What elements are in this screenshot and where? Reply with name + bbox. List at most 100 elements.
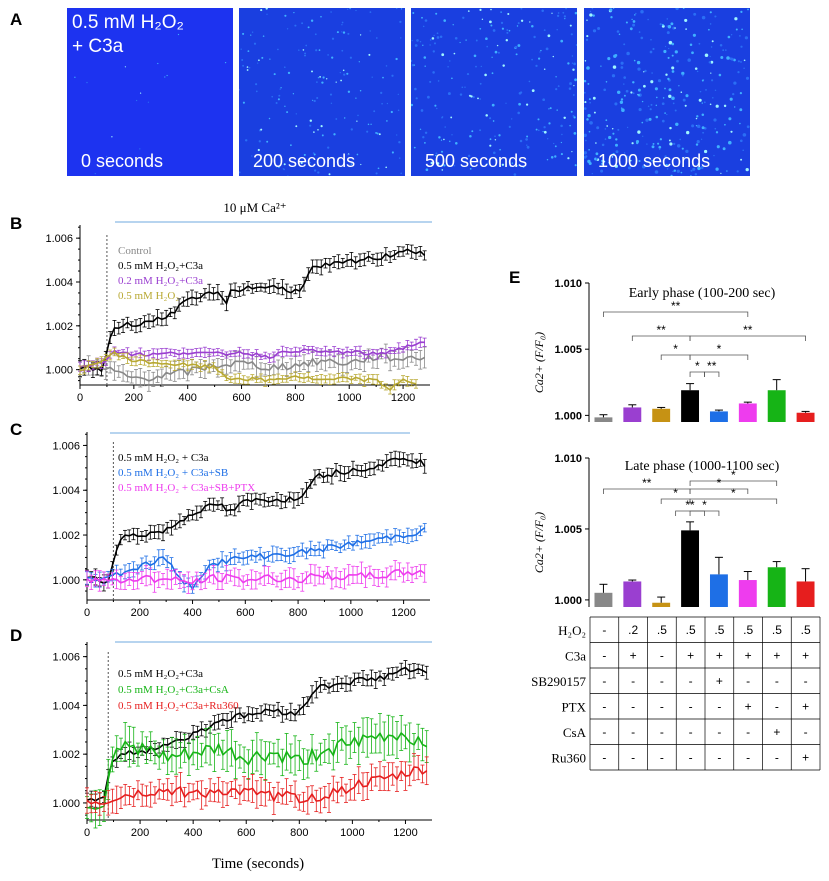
fluorescence-spot: [341, 31, 343, 33]
fluorescence-spot: [436, 107, 438, 110]
fluorescence-spot: [550, 156, 554, 159]
fluorescence-spot: [702, 131, 705, 134]
significance-label: **: [743, 323, 753, 337]
fluorescence-spot: [700, 166, 704, 170]
fluorescence-spot: [626, 126, 629, 129]
fluorescence-spot: [415, 97, 418, 100]
fluorescence-spot: [586, 19, 588, 21]
fluorescence-spot: [309, 119, 313, 122]
fluorescence-spot: [682, 8, 685, 10]
fluorescence-spot: [712, 96, 714, 99]
table-cell: -: [717, 700, 721, 714]
fluorescence-spot: [294, 24, 297, 27]
fluorescence-spot: [241, 59, 244, 61]
fluorescence-spot: [400, 37, 402, 39]
fluorescence-spot: [557, 85, 560, 88]
fluorescence-spot: [475, 65, 477, 68]
fluorescence-spot: [514, 45, 518, 49]
fluorescence-spot: [612, 65, 617, 69]
fluorescence-spot: [739, 91, 743, 95]
fluorescence-spot: [453, 165, 456, 167]
fluorescence-spot: [400, 172, 402, 175]
fluorescence-spot: [326, 78, 328, 80]
fluorescence-spot: [494, 158, 498, 162]
table-cell: +: [716, 674, 723, 688]
fluorescence-spot: [326, 165, 328, 168]
fluorescence-spot: [315, 49, 318, 52]
fluorescence-spot: [336, 31, 339, 34]
fluorescence-spot: [328, 173, 331, 176]
table-cell: -: [602, 700, 606, 714]
y-tick-label: 1.004: [45, 277, 73, 289]
table-cell: -: [746, 725, 750, 739]
table-row-label: C3a: [565, 649, 586, 664]
y-tick-label: 1.000: [52, 798, 80, 810]
y-tick-label: 1.010: [554, 278, 582, 290]
fluorescence-spot: [600, 169, 604, 173]
bar: [594, 592, 613, 607]
bar: [738, 403, 757, 422]
fluorescence-spot: [531, 58, 533, 61]
fluorescence-spot: [563, 116, 566, 120]
fluorescence-spot: [672, 170, 674, 173]
fluorescence-spot: [239, 88, 240, 91]
fluorescence-spot: [494, 135, 496, 138]
bar: [681, 390, 700, 422]
table-cell: -: [631, 700, 635, 714]
fluorescence-spot: [271, 95, 273, 98]
fluorescence-spot: [331, 37, 335, 40]
significance-label: **: [707, 359, 717, 373]
fluorescence-spot: [371, 76, 373, 78]
fluorescence-spot: [499, 148, 501, 151]
fluorescence-spot: [715, 167, 719, 171]
fluorescence-spot: [498, 134, 501, 137]
fluorescence-spot: [519, 139, 523, 143]
legend-entry: 0.5 mM H₂O₂+C3a+CsA: [118, 684, 229, 696]
x-tick-label: 600: [236, 607, 254, 619]
fluorescence-spot: [463, 161, 465, 163]
significance-label: *: [702, 498, 707, 512]
fluorescence-spot: [645, 118, 649, 122]
fluorescence-spot: [295, 113, 297, 115]
fluorescence-spot: [398, 141, 401, 144]
fluorescence-spot: [479, 98, 482, 100]
table-cell: .5: [743, 623, 753, 637]
fluorescence-spot: [655, 104, 658, 107]
fluorescence-spot: [643, 71, 645, 73]
fluorescence-spot: [293, 11, 295, 14]
fluorescence-spot: [311, 70, 313, 73]
fluorescence-spot: [429, 80, 432, 83]
fluorescence-spot: [517, 44, 521, 47]
fluorescence-spot: [742, 149, 744, 151]
y-tick-label: 1.005: [554, 344, 582, 356]
fluorescence-spot: [485, 37, 488, 41]
fluorescence-spot: [320, 15, 322, 18]
table-cell: +: [687, 649, 694, 663]
significance-label: *: [717, 342, 722, 356]
fluorescence-spot: [520, 19, 524, 22]
fluorescence-spot: [711, 40, 714, 43]
y-axis-label: Ca2+ (F/F₀): [532, 332, 546, 393]
fluorescence-spot: [570, 33, 573, 36]
significance-label: *: [731, 486, 736, 500]
fluorescence-spot: [368, 53, 371, 56]
fluorescence-spot: [279, 88, 281, 90]
fluorescence-spot: [484, 73, 487, 77]
fluorescence-spot: [307, 26, 310, 29]
fluorescence-spot: [275, 165, 278, 168]
fluorescence-spot: [266, 140, 269, 143]
fluorescence-spot: [635, 140, 640, 144]
fluorescence-spot: [515, 53, 518, 56]
fluorescence-spot: [489, 144, 492, 147]
bar: [796, 581, 815, 607]
fluorescence-spot: [386, 120, 388, 122]
fluorescence-spot: [739, 139, 743, 143]
fluorescence-spot: [526, 145, 530, 149]
fluorescence-spot: [533, 35, 536, 39]
legend-entry: 0.5 mM H₂O₂: [118, 290, 179, 302]
fluorescence-spot: [720, 172, 722, 175]
fluorescence-spot: [95, 15, 97, 18]
fluorescence-spot: [317, 129, 319, 131]
fluorescence-spot: [467, 10, 470, 12]
fluorescence-spot: [571, 62, 574, 64]
